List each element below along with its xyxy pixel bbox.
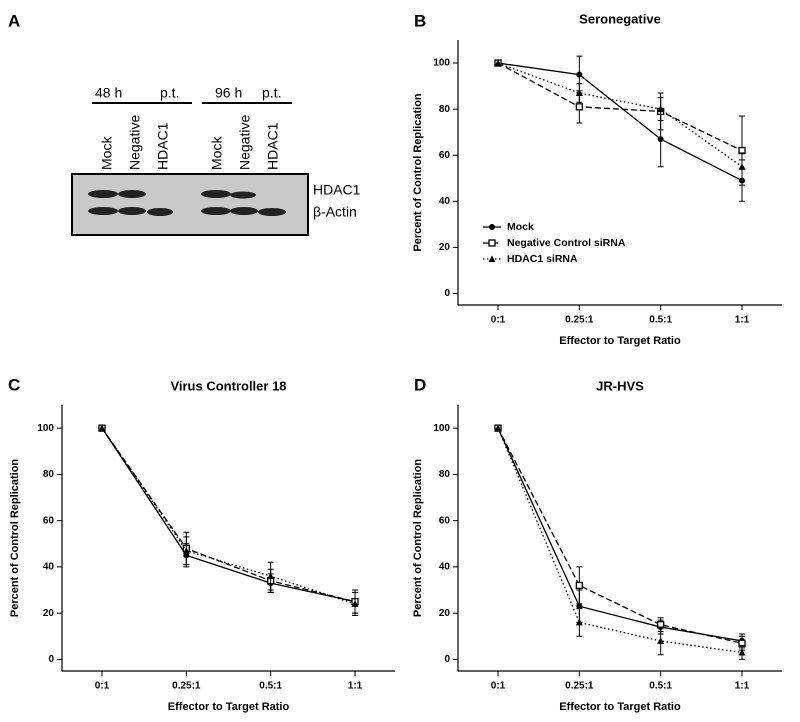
- point: [267, 572, 275, 580]
- lane-label: HDAC1: [155, 122, 171, 170]
- legend-marker: [489, 224, 495, 230]
- point: [494, 424, 502, 432]
- point: [575, 581, 583, 590]
- point: [575, 618, 583, 626]
- y-tick-label: 20: [439, 242, 451, 253]
- x-tick-label: 0.5:1: [649, 681, 672, 692]
- lane-label: Negative: [237, 115, 253, 170]
- series-line: [497, 62, 743, 168]
- lane-label: Mock: [99, 136, 115, 170]
- blot-panel: 48 h p.t. 96 h p.t. Mock Negative HDAC1 …: [71, 85, 361, 236]
- chart-title: Seronegative: [579, 11, 661, 26]
- y-axis-title: Percent of Control Replication: [412, 93, 424, 252]
- y-axis-title: Percent of Control Replication: [412, 459, 424, 618]
- x-tick-label: 1:1: [348, 681, 363, 692]
- y-tick-label: 0: [444, 654, 450, 665]
- y-tick-label: 40: [439, 196, 451, 207]
- series-line: [497, 62, 743, 182]
- y-tick-label: 100: [433, 58, 450, 69]
- x-tick-label: 0:1: [491, 681, 506, 692]
- lane-label: Negative: [127, 115, 143, 170]
- panel-letter: B: [414, 11, 426, 30]
- blot-image: [71, 173, 309, 236]
- legend-label: Mock: [507, 221, 534, 233]
- y-tick-label: 60: [439, 515, 451, 526]
- panel-letter: D: [414, 375, 426, 394]
- x-tick-label: 0:1: [491, 315, 506, 326]
- group-time: 96 h: [215, 85, 242, 101]
- point: [494, 59, 502, 67]
- point: [657, 637, 665, 644]
- x-tick-label: 1:1: [735, 315, 750, 326]
- x-axis-title: Effector to Target Ratio: [559, 335, 681, 347]
- y-tick-label: 80: [43, 469, 55, 480]
- x-tick-label: 0.5:1: [649, 315, 672, 326]
- chart-title: JR-HVS: [596, 378, 644, 393]
- bands: [88, 190, 286, 216]
- y-tick-label: 80: [439, 469, 451, 480]
- y-tick-label: 100: [433, 423, 450, 434]
- panel-letter: C: [8, 375, 20, 394]
- y-tick-label: 0: [444, 288, 450, 299]
- series-line: [497, 427, 743, 644]
- point: [575, 89, 583, 96]
- series-line: [101, 427, 356, 605]
- y-tick-label: 20: [439, 608, 451, 619]
- lane-label: HDAC1: [265, 122, 281, 170]
- series-line: [101, 427, 356, 603]
- point: [576, 71, 583, 78]
- chart-title: Virus Controller 18: [170, 378, 286, 393]
- point: [657, 136, 664, 143]
- x-tick-label: 0.5:1: [259, 681, 282, 692]
- series-line: [101, 427, 356, 603]
- legend-marker: [488, 239, 496, 247]
- x-axis-title: Effector to Target Ratio: [168, 701, 290, 713]
- y-tick-label: 40: [439, 562, 451, 573]
- x-tick-label: 0.25:1: [565, 315, 594, 326]
- legend-marker: [488, 255, 496, 262]
- point: [657, 105, 665, 113]
- row-label: HDAC1: [313, 182, 361, 198]
- legend-label: Negative Control siRNA: [507, 237, 626, 249]
- series-line: [497, 62, 743, 152]
- y-tick-label: 40: [43, 562, 55, 573]
- group-suffix: p.t.: [262, 85, 281, 101]
- point: [738, 163, 746, 170]
- y-tick-label: 80: [439, 104, 451, 115]
- point: [575, 103, 583, 111]
- x-axis-title: Effector to Target Ratio: [559, 701, 681, 713]
- group-time: 48 h: [95, 85, 122, 101]
- series-line: [497, 427, 743, 642]
- series-line: [497, 427, 743, 654]
- point: [576, 603, 583, 610]
- lane-label: Mock: [209, 136, 225, 170]
- point: [182, 547, 190, 554]
- row-label: β-Actin: [313, 204, 357, 220]
- y-tick-label: 100: [37, 423, 54, 434]
- point: [351, 600, 359, 607]
- point: [98, 424, 106, 432]
- y-tick-label: 20: [43, 608, 55, 619]
- x-tick-label: 0.25:1: [172, 681, 201, 692]
- y-tick-label: 0: [48, 654, 54, 665]
- x-tick-label: 1:1: [735, 681, 750, 692]
- legend-label: HDAC1 siRNA: [507, 253, 578, 265]
- x-tick-label: 0:1: [95, 681, 110, 692]
- y-tick-label: 60: [439, 150, 451, 161]
- point: [738, 648, 746, 656]
- group-suffix: p.t.: [160, 85, 179, 101]
- y-axis-title: Percent of Control Replication: [9, 459, 21, 618]
- y-tick-label: 60: [43, 515, 55, 526]
- x-tick-label: 0.25:1: [565, 681, 594, 692]
- panel-letter: A: [8, 11, 20, 30]
